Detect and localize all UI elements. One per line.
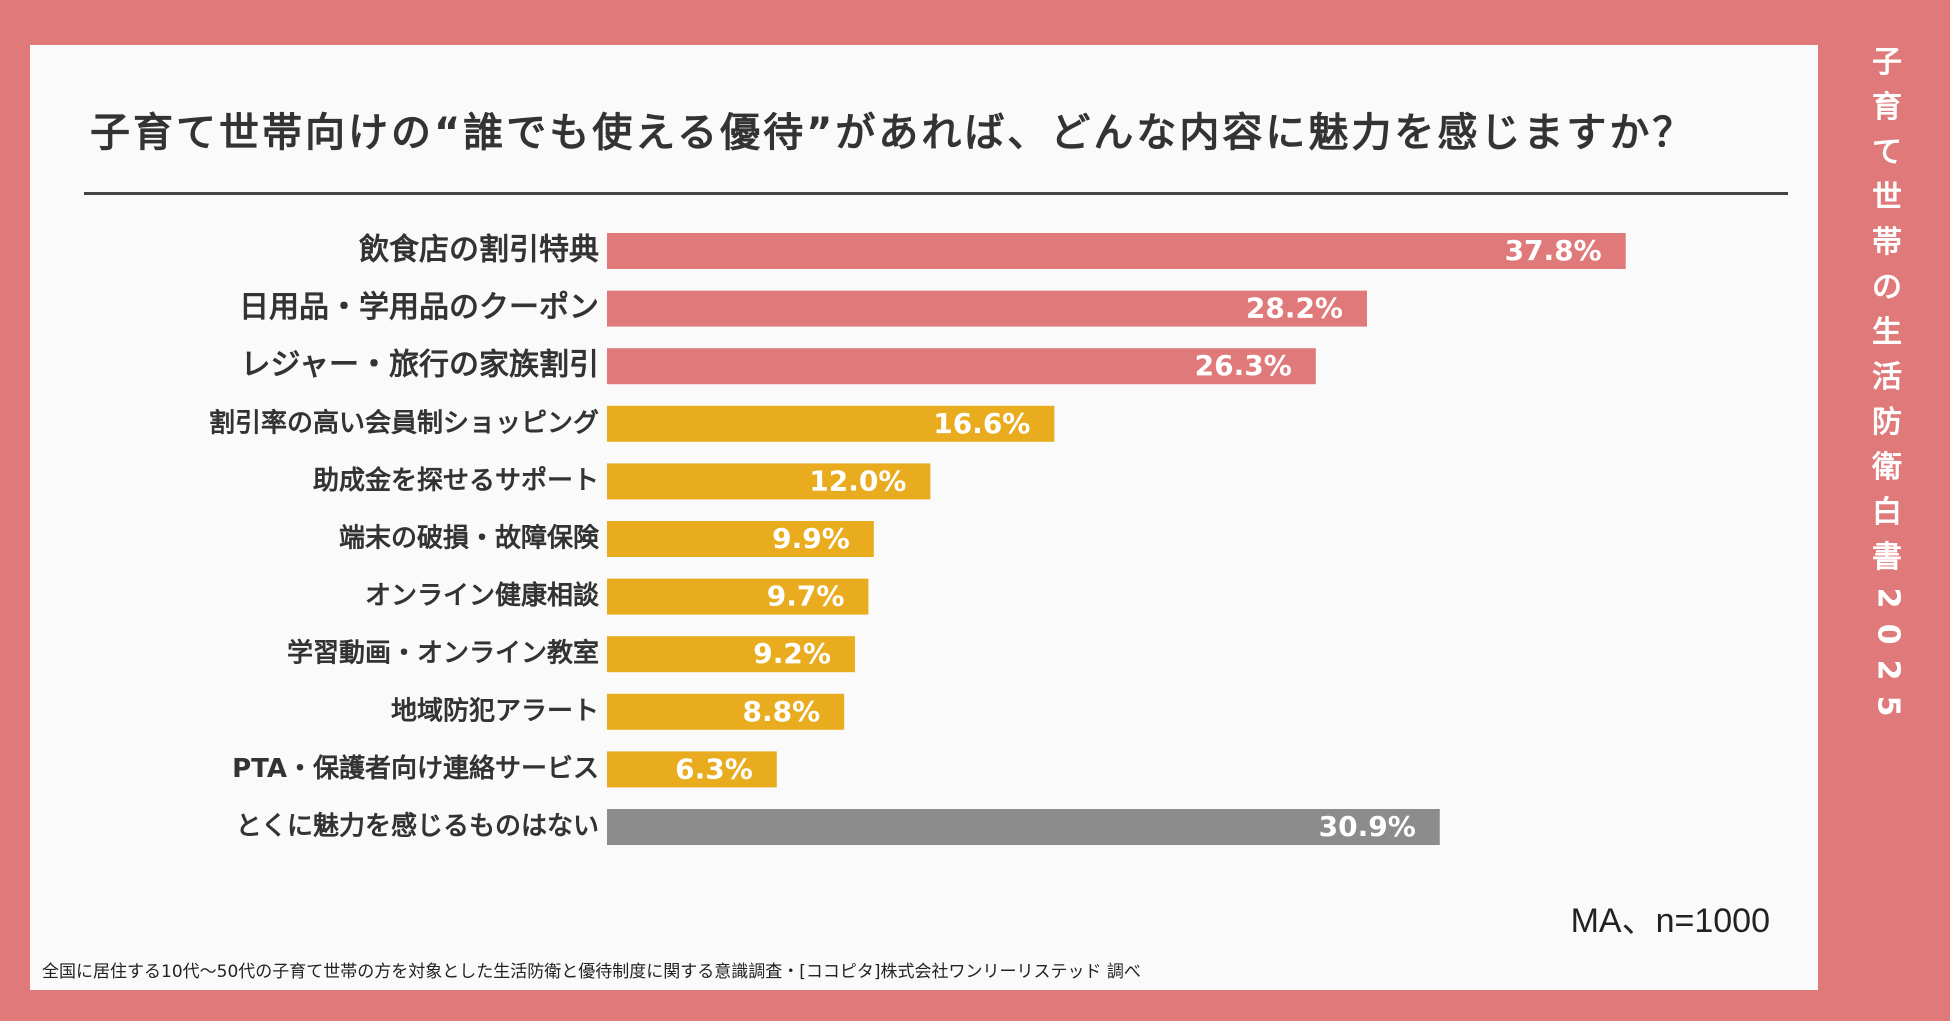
title-divider (84, 192, 1788, 195)
side-title-char: 5 (1870, 695, 1905, 717)
value-label: 26.3% (1195, 349, 1292, 382)
value-label: 8.8% (743, 695, 821, 728)
value-label: 37.8% (1505, 234, 1602, 267)
side-title-char: 帯 (1872, 225, 1902, 260)
bar (607, 348, 1316, 385)
value-label: 9.2% (753, 637, 831, 670)
category-label: 日用品・学用品のクーポン (239, 290, 599, 325)
side-title-char: 0 (1870, 623, 1905, 645)
side-title: 子育て世帯の生活防衛白書 2 0 2 5 (1862, 40, 1912, 724)
side-title-char: 防 (1872, 405, 1902, 440)
bar (607, 809, 1440, 845)
category-label: 飲食店の割引特典 (359, 233, 599, 268)
category-label: 学習動画・オンライン教室 (287, 638, 599, 669)
source-note: 全国に居住する10代〜50代の子育て世帯の方を対象とした生活防衛と優待制度に関す… (42, 962, 1141, 982)
bar (607, 290, 1367, 327)
bar (607, 233, 1626, 269)
side-title-char: 活 (1872, 360, 1902, 395)
sample-note: MA、n=1000 (1570, 902, 1770, 940)
bar (607, 405, 1055, 442)
side-title-char: て (1872, 135, 1902, 170)
category-label: 地域防犯アラート (391, 696, 599, 726)
category-label: 助成金を探せるサポート (313, 465, 599, 496)
category-label: オンライン健康相談 (365, 580, 600, 611)
side-title-char: 白 (1872, 495, 1902, 530)
category-label: とくに魅力を感じるものはない (236, 811, 599, 842)
side-title-char: 子 (1872, 45, 1902, 80)
category-label: レジャー・旅行の家族割引 (241, 348, 600, 383)
category-label: 端末の破損・故障保険 (339, 523, 600, 554)
value-label: 6.3% (675, 752, 753, 785)
value-label: 12.0% (809, 464, 906, 497)
side-title-char: 2 (1870, 587, 1905, 609)
side-title-char: 2 (1870, 659, 1905, 681)
side-title-char: 衛 (1872, 450, 1902, 485)
value-label: 30.9% (1319, 810, 1416, 843)
category-label: 割引率の高い会員制ショッピング (209, 407, 599, 438)
side-title-char: 書 (1872, 540, 1902, 575)
value-label: 9.9% (772, 522, 850, 555)
bar (607, 578, 869, 615)
bar (607, 636, 855, 673)
value-label: 28.2% (1246, 292, 1343, 325)
side-title-char: 世 (1872, 180, 1902, 215)
side-title-char: 生 (1872, 315, 1902, 350)
bar (607, 521, 874, 557)
side-title-char: の (1872, 270, 1902, 305)
category-label: PTA・保護者向け連絡サービス (232, 753, 599, 784)
side-title-char: 育 (1872, 90, 1902, 125)
value-label: 9.7% (767, 580, 845, 613)
value-label: 16.6% (933, 407, 1030, 440)
bar (607, 693, 845, 730)
bar (607, 463, 931, 500)
chart-title: 子育て世帯向けの“誰でも使える優待”があれば、どんな内容に魅力を感じますか？ (90, 110, 1696, 156)
bar (607, 751, 777, 788)
